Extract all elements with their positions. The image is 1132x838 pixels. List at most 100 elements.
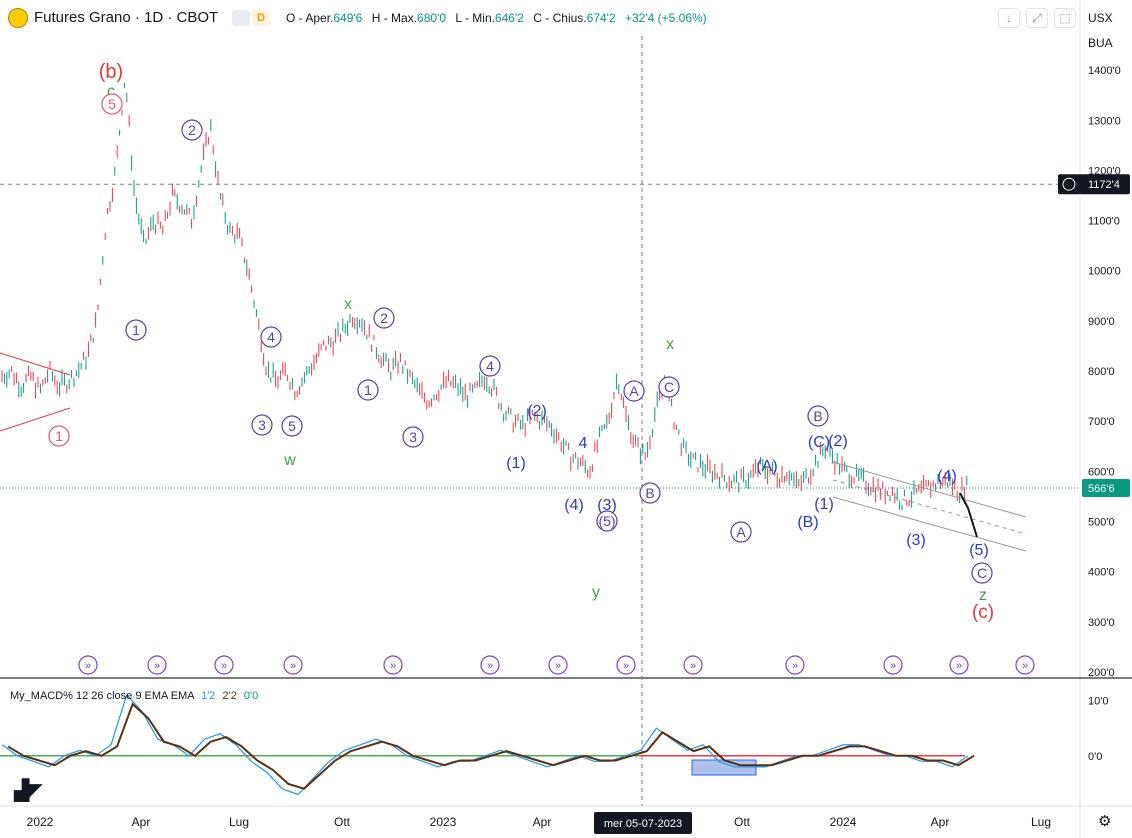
wave-label-circle[interactable] <box>807 405 829 427</box>
channel-mid-line[interactable] <box>832 479 1027 535</box>
wave-label[interactable]: C <box>664 379 674 395</box>
wave-label[interactable]: c <box>107 83 115 100</box>
macd-value-2: 2'2 <box>222 690 237 702</box>
event-marker-icon[interactable] <box>147 655 167 675</box>
wave-label[interactable]: 1 <box>132 322 140 338</box>
wave-label-circle[interactable] <box>373 307 395 329</box>
wave-label[interactable]: 3 <box>409 429 417 445</box>
event-marker-icon[interactable] <box>616 655 636 675</box>
fullscreen-icon[interactable]: ⤢ <box>1026 8 1048 28</box>
wave-label[interactable]: x <box>666 336 674 353</box>
unit-select[interactable]: BUA <box>1088 36 1113 50</box>
high-label: H - Max. <box>371 11 418 25</box>
wave-label[interactable]: (1) <box>506 455 526 472</box>
event-marker-icon[interactable] <box>283 655 303 675</box>
wave-label[interactable]: (C) <box>808 434 830 451</box>
wave-label[interactable]: 4 <box>486 358 494 374</box>
gear-icon[interactable]: ⚙ <box>1098 813 1112 830</box>
wave-label-circle[interactable] <box>730 521 752 543</box>
wave-label[interactable]: (B) <box>797 514 818 531</box>
wave-label[interactable]: B <box>813 408 822 424</box>
wave-label-circle[interactable] <box>125 319 147 341</box>
wave-label-circle[interactable] <box>623 380 645 402</box>
wave-label[interactable]: (3) <box>906 532 926 549</box>
wave-label-circle[interactable] <box>181 119 203 141</box>
wave-label[interactable]: 5 <box>288 418 296 434</box>
wave-label[interactable]: A <box>629 383 639 399</box>
event-marker-icon[interactable] <box>78 655 98 675</box>
wave-label[interactable]: 1 <box>55 428 63 444</box>
tradingview-logo-icon[interactable]: ▟◤ <box>14 780 43 802</box>
wave-label-circle[interactable] <box>48 425 70 447</box>
event-marker-icon[interactable] <box>883 655 903 675</box>
wave-label-circle[interactable] <box>596 510 618 532</box>
event-marker-icon[interactable] <box>1015 655 1035 675</box>
wave-label[interactable]: (b) <box>99 61 123 83</box>
wave-label-circle[interactable] <box>357 379 379 401</box>
wave-label-circle[interactable] <box>101 93 123 115</box>
wave-label[interactable]: 2 <box>380 310 388 326</box>
highlight-box[interactable] <box>691 759 757 776</box>
wave-label[interactable]: (2) <box>527 403 547 420</box>
wave-label[interactable]: 4 <box>267 329 275 345</box>
currency-select[interactable]: USX <box>1088 11 1113 25</box>
triangle-upper-line[interactable] <box>0 352 71 376</box>
wave-label[interactable]: (5) <box>598 513 615 529</box>
event-marker-icon[interactable] <box>548 655 568 675</box>
wave-label[interactable]: w <box>283 452 296 469</box>
eye-icon[interactable] <box>232 10 250 26</box>
macd-legend[interactable]: My_MACD% 12 26 close 9 EMA EMA 1'2 2'2 0… <box>10 690 258 702</box>
wave-label[interactable]: A <box>736 524 746 540</box>
wave-label[interactable]: 5 <box>108 96 116 112</box>
wave-label-circle[interactable] <box>639 482 661 504</box>
wave-label[interactable]: B <box>645 485 654 501</box>
wave-label-circle[interactable] <box>251 414 273 436</box>
macd-value-3: 0'0 <box>243 690 259 702</box>
last-price-tag <box>1082 479 1130 498</box>
wave-label[interactable]: (5) <box>969 542 989 559</box>
wave-label[interactable]: (1) <box>814 496 834 513</box>
symbol-title[interactable]: Futures Grano · 1D · CBOT <box>34 9 219 26</box>
delayed-badge[interactable]: D <box>252 10 270 26</box>
wave-label[interactable]: (A) <box>756 458 777 475</box>
event-marker-icon[interactable] <box>785 655 805 675</box>
wave-label[interactable]: (2) <box>828 433 848 450</box>
wave-label[interactable]: (3) <box>597 497 617 514</box>
wave-label[interactable]: 1 <box>364 382 372 398</box>
wave-label[interactable]: y <box>592 584 600 601</box>
wave-label-circle[interactable] <box>971 562 993 584</box>
projection-arrow[interactable] <box>959 492 978 538</box>
wave-label-circle[interactable] <box>479 355 501 377</box>
crosshair-price-tag[interactable] <box>1058 174 1130 195</box>
wave-label[interactable]: (c) <box>972 602 994 623</box>
event-marker-icon[interactable] <box>683 655 703 675</box>
open-label: O - Aper. <box>286 11 334 25</box>
wave-label[interactable]: C <box>977 565 987 581</box>
plus-icon[interactable] <box>1062 177 1076 191</box>
download-arrow-icon[interactable]: ↓ <box>998 8 1020 28</box>
wave-label-circle[interactable] <box>260 326 282 348</box>
wave-label[interactable]: 3 <box>258 417 266 433</box>
wave-label-circle[interactable] <box>658 376 680 398</box>
snapshot-icon[interactable]: ⬚ <box>1054 8 1076 28</box>
triangle-lower-line[interactable] <box>0 407 71 432</box>
wave-label[interactable]: (4) <box>937 468 957 485</box>
last-price-value: 566'6 <box>1088 483 1115 495</box>
wave-label[interactable]: z <box>979 587 987 604</box>
wave-label[interactable]: 2 <box>188 122 196 138</box>
event-marker-glyph: » <box>690 660 696 672</box>
event-marker-icon[interactable] <box>949 655 969 675</box>
price-axis-label: 900'0 <box>1088 316 1115 328</box>
channel-upper-line[interactable] <box>832 461 1027 518</box>
event-marker-icon[interactable] <box>480 655 500 675</box>
event-marker-icon[interactable] <box>214 655 234 675</box>
channel-lower-line[interactable] <box>832 496 1027 552</box>
event-marker-icon[interactable] <box>383 655 403 675</box>
wave-label[interactable]: x <box>344 296 352 313</box>
wave-label[interactable]: (4) <box>564 497 584 514</box>
wave-label-circle[interactable] <box>402 426 424 448</box>
wave-label-circle[interactable] <box>281 415 303 437</box>
wave-label[interactable]: 4 <box>579 435 588 452</box>
